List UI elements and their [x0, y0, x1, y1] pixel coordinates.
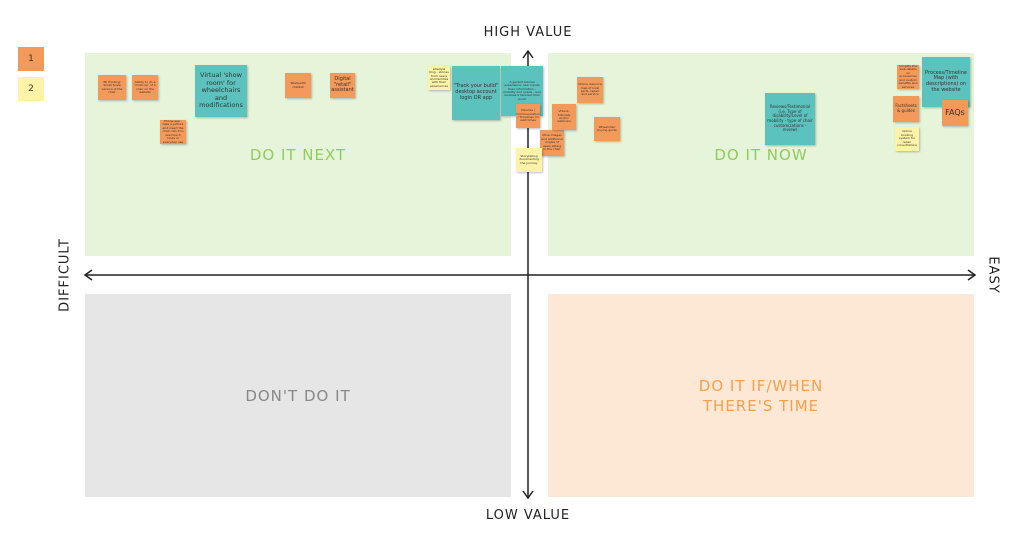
quadrant-label: DO IT NEXT [249, 145, 347, 164]
sticky-note: Online resource map of local parts, repa… [577, 77, 603, 103]
sticky-note: Process/Timeline Map (with descriptions)… [922, 57, 970, 107]
sticky-note: Telehealth chatbot [285, 73, 311, 98]
sticky-note: Wheelchair buying guide [594, 117, 620, 141]
quadrant: DON'T DO IT [85, 294, 511, 497]
axis-label: EASY [985, 256, 1001, 294]
sticky-note: Online booking system for repair consult… [895, 127, 919, 151]
legend-swatch: 2 [18, 77, 44, 101]
axis-label: LOW VALUE [485, 508, 571, 523]
sticky-note: Phone app - take a picture and insert th… [160, 120, 186, 144]
sticky-note: 3D Printing: Small Scale version of the … [98, 75, 126, 100]
quadrant-label: DO IT NOW [714, 145, 808, 164]
quadrant: DO IT IF/WHEN THERE'S TIME [548, 294, 974, 497]
sticky-note: Reviews/Testimonial (i.e. Type of disabi… [765, 93, 815, 145]
sticky-note: Virtual 'show room' for wheelchairs and … [195, 65, 247, 117]
sticky-note: Storytelling documenting the journey [516, 148, 542, 172]
sticky-note: Ability to do a 'mock-up' of a chair on … [132, 75, 158, 100]
axis-label: DIFFICULT [57, 238, 73, 312]
sticky-note: Lifestyle blog - stories from users and … [428, 66, 450, 90]
sticky-note: Minutes / Communication / Timelines on w… [516, 104, 540, 128]
sticky-note: Simplify the web details on accessories … [897, 65, 919, 89]
sticky-note: "Track your build" desktop account login… [452, 66, 500, 120]
sticky-note: Videos: tutorials and/or webinars [552, 104, 576, 130]
legend-swatch: 1 [18, 47, 44, 71]
sticky-note: FAQs [942, 100, 968, 126]
quadrant-label: DON'T DO IT [245, 386, 351, 405]
sticky-note: Factsheets & guides [893, 96, 919, 122]
quadrant-label: DO IT IF/WHEN THERE'S TIME [698, 376, 824, 415]
axis-label: HIGH VALUE [483, 25, 573, 40]
sticky-note: Digital "retail" assistant [330, 73, 355, 98]
sticky-note: More images and additional angles of use… [540, 130, 564, 156]
